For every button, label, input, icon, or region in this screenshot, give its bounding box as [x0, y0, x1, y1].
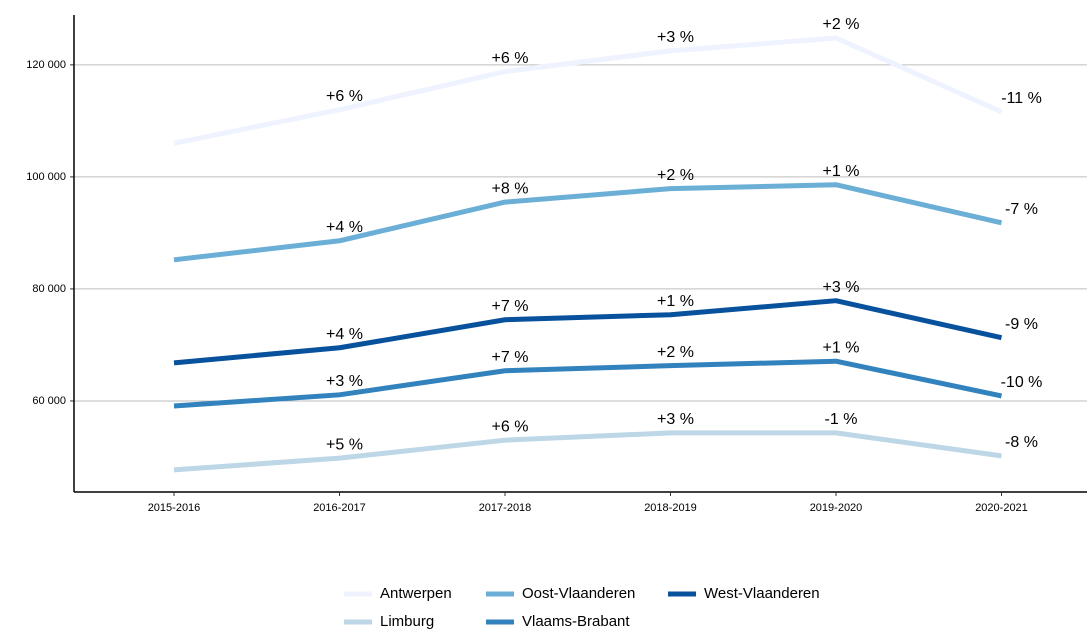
change-label: +4 %: [326, 219, 363, 236]
x-tick-label: 2018-2019: [644, 502, 697, 514]
legend-label: Oost-Vlaanderen: [522, 585, 635, 602]
change-label: +6 %: [326, 88, 363, 105]
change-label: +1 %: [823, 339, 860, 356]
change-label: +7 %: [492, 298, 529, 315]
change-label: +6 %: [492, 418, 529, 435]
change-label: +8 %: [492, 180, 529, 197]
legend-label: Antwerpen: [380, 585, 452, 602]
change-label: +2 %: [657, 344, 694, 361]
y-tick-label: 100 000: [26, 171, 66, 183]
change-label: -10 %: [1001, 374, 1043, 391]
change-label: +1 %: [657, 293, 694, 310]
x-tick-label: 2017-2018: [479, 502, 532, 514]
series-line: [173, 298, 1003, 366]
change-label: +5 %: [326, 436, 363, 453]
change-label: -8 %: [1005, 434, 1038, 451]
x-tick-label: 2019-2020: [810, 502, 863, 514]
change-label: +7 %: [492, 349, 529, 366]
y-tick-label: 120 000: [26, 59, 66, 71]
y-tick-label: 60 000: [32, 395, 66, 407]
change-label: +3 %: [657, 29, 694, 46]
change-label: +3 %: [657, 411, 694, 428]
change-label: +3 %: [823, 279, 860, 296]
y-tick-label: 80 000: [32, 283, 66, 295]
change-label: +6 %: [492, 50, 529, 67]
change-label: +1 %: [823, 163, 860, 180]
x-tick-label: 2020-2021: [975, 502, 1028, 514]
legend-label: Vlaams-Brabant: [522, 613, 630, 630]
change-label: -7 %: [1005, 201, 1038, 218]
x-tick-label: 2015-2016: [148, 502, 201, 514]
series-line: [173, 35, 1003, 146]
change-label: +3 %: [326, 373, 363, 390]
change-label: -11 %: [1001, 90, 1042, 107]
change-label: +2 %: [657, 167, 694, 184]
series-line: [173, 430, 1002, 473]
x-tick-label: 2016-2017: [313, 502, 366, 514]
change-label: -9 %: [1005, 316, 1038, 333]
legend-label: Limburg: [380, 613, 434, 630]
legend-label: West-Vlaanderen: [704, 585, 820, 602]
change-label: +2 %: [823, 16, 860, 33]
series-line: [173, 358, 1003, 409]
series-line: [173, 182, 1003, 263]
change-label: +4 %: [326, 326, 363, 343]
change-label: -1 %: [825, 411, 858, 428]
